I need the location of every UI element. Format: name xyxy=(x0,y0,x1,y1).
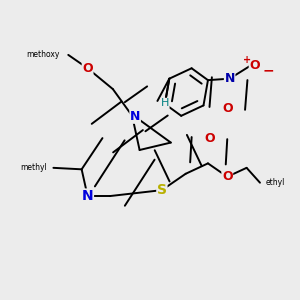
Text: N: N xyxy=(224,72,235,85)
Text: methyl: methyl xyxy=(21,163,47,172)
Text: O: O xyxy=(204,132,215,145)
Text: O: O xyxy=(222,102,232,115)
Text: +: + xyxy=(242,55,251,65)
Text: S: S xyxy=(157,183,167,197)
Text: O: O xyxy=(249,59,260,72)
Text: −: − xyxy=(262,64,274,78)
Text: O: O xyxy=(222,170,232,183)
Text: N: N xyxy=(82,189,93,203)
Text: methoxy: methoxy xyxy=(26,50,59,59)
Text: H: H xyxy=(161,98,169,108)
Text: N: N xyxy=(130,110,140,123)
Text: O: O xyxy=(82,62,93,75)
Text: ethyl: ethyl xyxy=(266,178,285,187)
